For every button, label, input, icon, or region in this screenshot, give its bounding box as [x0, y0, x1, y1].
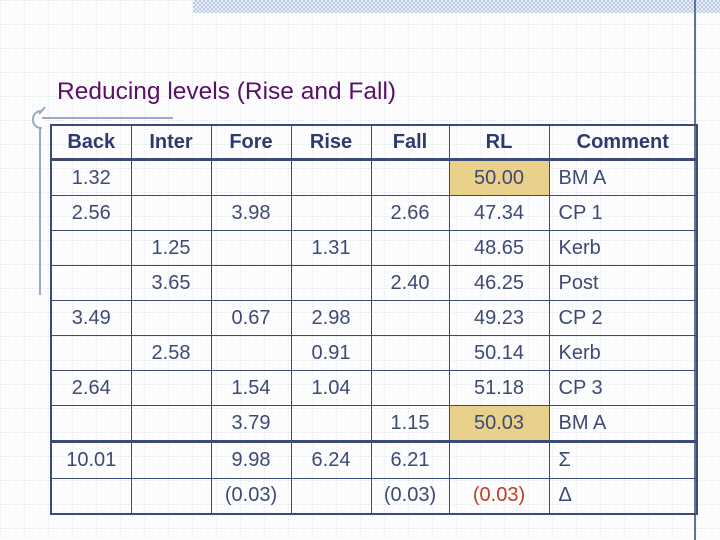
cell-rise: 1.04 [290, 370, 372, 407]
cell-fall: 2.66 [370, 195, 450, 232]
cell-comment: CP 1 [548, 195, 698, 232]
table-row: 3.49 0.67 2.98 49.23 CP 2 [50, 300, 698, 337]
cell-comment-delta: Δ [548, 477, 698, 515]
cell-fall [370, 300, 450, 337]
cell-rl: 47.34 [448, 195, 550, 232]
cell-back [50, 230, 132, 267]
cell-inter [130, 477, 212, 515]
table-row: 2.58 0.91 50.14 Kerb [50, 335, 698, 372]
cell-rise [290, 405, 372, 443]
cell-back: 2.64 [50, 370, 132, 407]
cell-rise: 0.91 [290, 335, 372, 372]
cell-rise: 1.31 [290, 230, 372, 267]
cell-rl: 49.23 [448, 300, 550, 337]
cell-rise: 2.98 [290, 300, 372, 337]
decoration-horizontal-line [37, 117, 173, 119]
cell-rise [290, 265, 372, 302]
cell-fall [370, 335, 450, 372]
table-row: 1.32 50.00 BM A [50, 158, 698, 197]
decoration-vertical-line [39, 117, 41, 295]
cell-fall [370, 230, 450, 267]
column-header-back: Back [50, 124, 132, 161]
cell-rl [448, 440, 550, 479]
cell-comment: Kerb [548, 230, 698, 267]
cell-fore [210, 158, 292, 197]
cell-inter: 3.65 [130, 265, 212, 302]
cell-back: 3.49 [50, 300, 132, 337]
cell-fall: 1.15 [370, 405, 450, 443]
cell-inter [130, 405, 212, 443]
column-header-inter: Inter [130, 124, 212, 161]
cell-rl-misclosure: (0.03) [448, 477, 550, 515]
cell-inter [130, 158, 212, 197]
cell-inter: 1.25 [130, 230, 212, 267]
table-row: 3.65 2.40 46.25 Post [50, 265, 698, 302]
column-header-fall: Fall [370, 124, 450, 161]
cell-inter [130, 300, 212, 337]
column-header-comment: Comment [548, 124, 698, 161]
cell-rl-highlighted: 50.03 [448, 405, 550, 443]
cell-inter [130, 440, 212, 479]
cell-inter [130, 195, 212, 232]
table-row: 2.64 1.54 1.04 51.18 CP 3 [50, 370, 698, 407]
cell-fall-sum: 6.21 [370, 440, 450, 479]
cell-rl: 46.25 [448, 265, 550, 302]
cell-inter: 2.58 [130, 335, 212, 372]
cell-rise [290, 195, 372, 232]
cell-back [50, 477, 132, 515]
cell-rl: 48.65 [448, 230, 550, 267]
cell-back: 2.56 [50, 195, 132, 232]
cell-fore: 3.79 [210, 405, 292, 443]
pin-icon [32, 110, 42, 129]
cell-back [50, 405, 132, 443]
cell-fore [210, 230, 292, 267]
cell-back [50, 335, 132, 372]
cell-back: 1.32 [50, 158, 132, 197]
cell-fore [210, 265, 292, 302]
cell-rise [290, 158, 372, 197]
column-header-fore: Fore [210, 124, 292, 161]
cell-fore: 1.54 [210, 370, 292, 407]
table-row-sum: 10.01 9.98 6.24 6.21 Σ [50, 440, 698, 479]
cell-rl: 50.14 [448, 335, 550, 372]
rise-and-fall-table: Back Inter Fore Rise Fall RL Comment 1.3… [50, 124, 698, 515]
table-row: 2.56 3.98 2.66 47.34 CP 1 [50, 195, 698, 232]
cell-rl-highlighted: 50.00 [448, 158, 550, 197]
table-row-misclosure: (0.03) (0.03) (0.03) Δ [50, 477, 698, 515]
cell-comment: BM A [548, 158, 698, 197]
cell-back-sum: 10.01 [50, 440, 132, 479]
table-row: 1.25 1.31 48.65 Kerb [50, 230, 698, 267]
cell-comment: BM A [548, 405, 698, 443]
cell-fore-sum: 9.98 [210, 440, 292, 479]
cell-comment: Post [548, 265, 698, 302]
cell-rise-sum: 6.24 [290, 440, 372, 479]
cell-fall: 2.40 [370, 265, 450, 302]
cell-fall [370, 158, 450, 197]
cell-fore: 3.98 [210, 195, 292, 232]
cell-inter [130, 370, 212, 407]
cell-comment: CP 3 [548, 370, 698, 407]
column-header-rl: RL [448, 124, 550, 161]
cell-fall-misclosure: (0.03) [370, 477, 450, 515]
cell-comment: Kerb [548, 335, 698, 372]
slide-title: Reducing levels (Rise and Fall) [57, 78, 397, 105]
cell-fore: 0.67 [210, 300, 292, 337]
table-row: 3.79 1.15 50.03 BM A [50, 405, 698, 443]
cell-fore-misclosure: (0.03) [210, 477, 292, 515]
cell-rl: 51.18 [448, 370, 550, 407]
cell-rise [290, 477, 372, 515]
header-row: Back Inter Fore Rise Fall RL Comment [50, 124, 698, 161]
cell-comment: CP 2 [548, 300, 698, 337]
column-header-rise: Rise [290, 124, 372, 161]
cell-comment-sigma: Σ [548, 440, 698, 479]
cell-fall [370, 370, 450, 407]
cell-fore [210, 335, 292, 372]
top-checkered-band [193, 0, 720, 13]
cell-back [50, 265, 132, 302]
